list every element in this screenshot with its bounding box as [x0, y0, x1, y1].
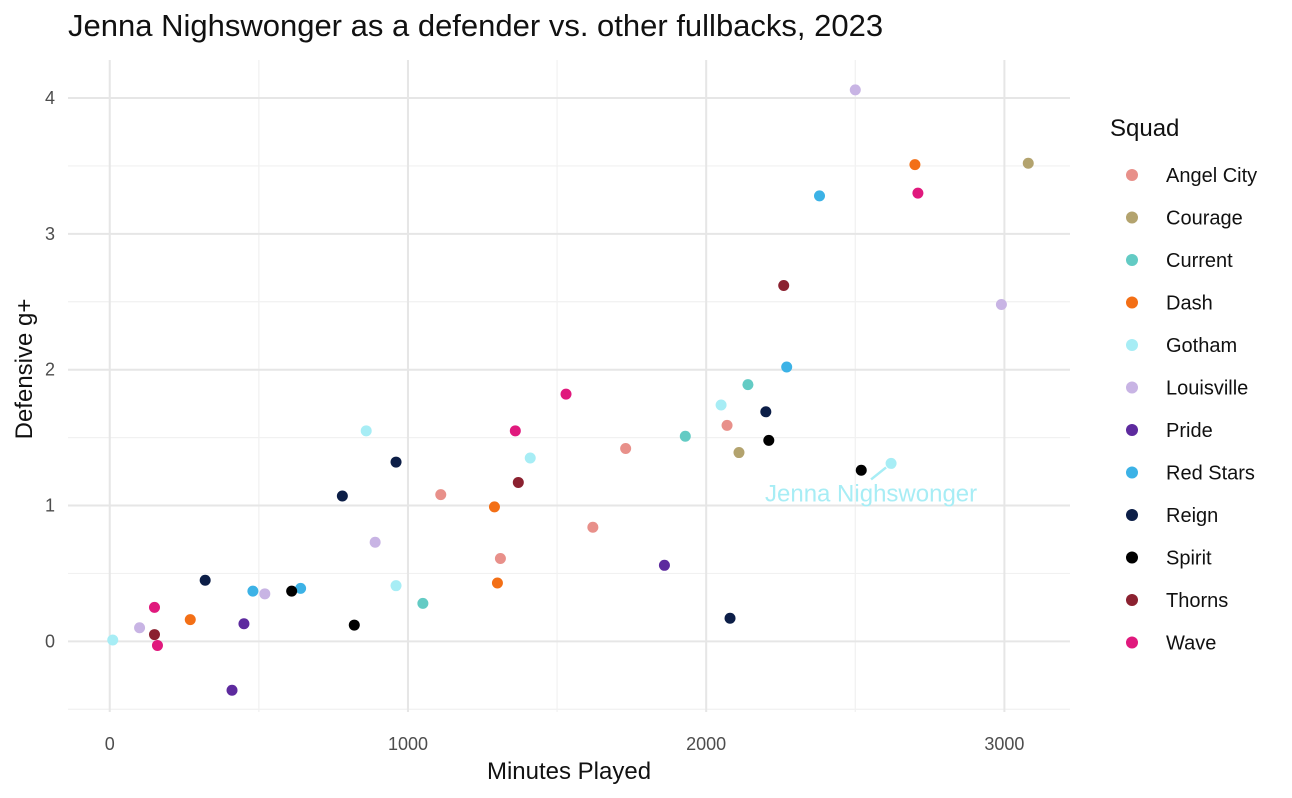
y-tick-label: 0 — [45, 631, 55, 651]
data-point — [995, 299, 1007, 310]
y-tick-label: 4 — [45, 88, 55, 108]
legend-key — [1126, 169, 1138, 181]
legend-key — [1126, 509, 1138, 521]
data-point — [491, 577, 503, 589]
data-point — [620, 442, 632, 454]
legend-key — [1126, 636, 1138, 649]
legend-label: Thorns — [1166, 590, 1228, 612]
legend-label: Gotham — [1166, 335, 1237, 357]
data-point — [733, 447, 745, 459]
data-point — [238, 618, 250, 630]
data-point — [151, 639, 163, 651]
legend-label: Pride — [1166, 420, 1213, 442]
data-point — [199, 574, 211, 586]
legend-key — [1126, 339, 1138, 351]
data-point — [781, 361, 793, 373]
data-point — [494, 553, 506, 565]
x-tick-label: 0 — [105, 734, 115, 754]
legend-key — [1126, 551, 1138, 564]
data-point — [912, 187, 924, 199]
legend-key — [1126, 254, 1138, 266]
x-tick-label: 2000 — [686, 734, 726, 754]
data-point — [184, 614, 196, 626]
data-point — [369, 536, 381, 548]
data-point — [360, 425, 372, 437]
x-tick-label: 3000 — [984, 734, 1024, 754]
legend-label: Reign — [1166, 505, 1218, 527]
legend-label: Spirit — [1166, 548, 1212, 570]
legend-label: Courage — [1166, 208, 1243, 230]
data-points — [107, 84, 1034, 696]
data-point — [390, 456, 402, 468]
annotation-leader-line — [870, 466, 887, 481]
data-point — [435, 489, 447, 501]
data-point — [814, 190, 825, 202]
y-tick-label: 1 — [45, 496, 55, 516]
legend-label: Wave — [1166, 633, 1216, 655]
data-point — [148, 601, 160, 613]
y-tick-label: 2 — [45, 360, 55, 380]
data-point — [295, 582, 307, 594]
data-point — [1022, 157, 1034, 169]
data-point — [509, 425, 521, 437]
data-point — [742, 379, 754, 391]
data-point — [488, 501, 500, 513]
data-point — [909, 159, 921, 171]
legend-label: Red Stars — [1166, 463, 1255, 485]
data-point — [226, 684, 238, 696]
data-point — [148, 629, 160, 641]
data-point — [107, 634, 119, 646]
data-point — [286, 585, 298, 597]
chart-title: Jenna Nighswonger as a defender vs. othe… — [68, 8, 883, 43]
gridlines — [68, 60, 1070, 712]
legend-label: Current — [1166, 250, 1233, 272]
data-point — [247, 585, 259, 597]
data-point — [417, 597, 429, 609]
data-point — [390, 580, 402, 592]
data-point — [134, 622, 146, 634]
data-point — [524, 452, 536, 464]
data-point — [715, 399, 727, 411]
data-point — [760, 406, 772, 418]
data-point — [721, 419, 733, 431]
legend-key — [1126, 466, 1138, 479]
legend-label: Louisville — [1166, 378, 1248, 400]
data-point — [512, 476, 524, 488]
legend-label: Angel City — [1166, 165, 1257, 187]
x-axis-title: Minutes Played — [487, 758, 651, 785]
data-point — [724, 612, 736, 624]
legend-key — [1126, 296, 1138, 309]
legend-title: Squad — [1110, 115, 1179, 142]
data-point — [587, 521, 599, 533]
data-point — [763, 434, 775, 446]
legend-key — [1126, 211, 1138, 224]
data-point — [849, 84, 861, 96]
data-point — [259, 588, 271, 600]
data-point — [336, 490, 348, 502]
annotations: Jenna Nighswonger — [765, 466, 977, 507]
data-point — [855, 464, 867, 476]
legend-key — [1126, 381, 1138, 394]
legend-key — [1126, 594, 1138, 606]
data-point — [778, 279, 790, 291]
legend: Squad Angel City Courage Current Dash Gotham… — [1110, 115, 1257, 655]
data-point — [885, 457, 897, 469]
legend-label: Dash — [1166, 293, 1213, 315]
data-point — [658, 559, 670, 571]
x-tick-label: 1000 — [388, 734, 428, 754]
data-point — [560, 388, 572, 400]
legend-key — [1126, 424, 1138, 436]
y-tick-label: 3 — [45, 224, 55, 244]
data-point — [348, 619, 360, 631]
y-axis-title: Defensive g+ — [11, 299, 38, 440]
tick-labels: 0 1000 2000 3000 0 1 2 3 4 — [45, 88, 1024, 754]
annotation-label: Jenna Nighswonger — [765, 480, 977, 507]
data-point — [679, 430, 691, 442]
